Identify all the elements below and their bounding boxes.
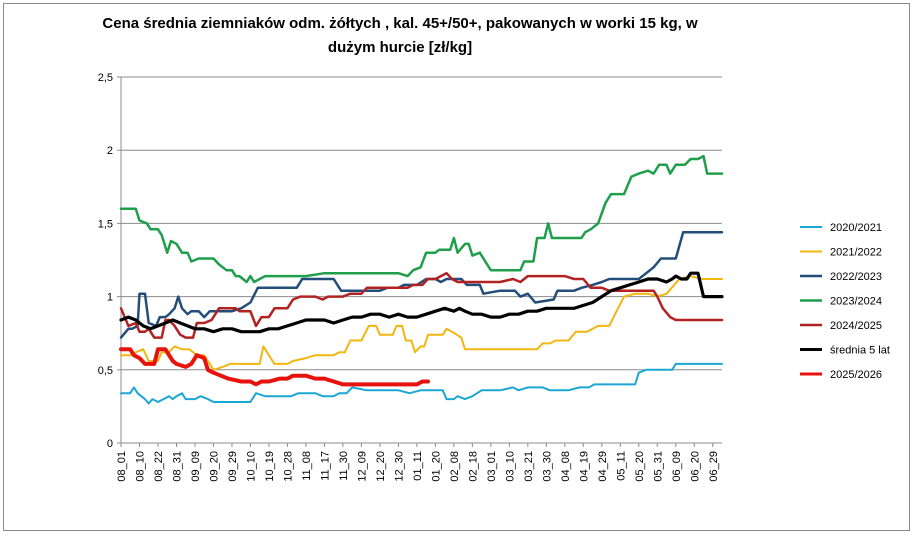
x-tick-label: 03_30: [541, 451, 553, 482]
x-tick-label: 12_20: [375, 451, 387, 482]
y-tick-label: 1,5: [98, 218, 113, 230]
y-tick-labels: 0 0,5 1 1,5 2 2,5: [98, 72, 113, 450]
legend: 2020/2021 2021/2022 2022/2023 2023/2024 2024…: [800, 222, 890, 381]
x-tick-label: 09_20: [208, 451, 220, 482]
x-tick-labels: 08_01 08_10 08_22 08_31 09_09 09_20 09_29 10_10…: [116, 451, 720, 482]
legend-label: 2022/2023: [830, 271, 882, 283]
x-tick-label: 08_10: [134, 451, 146, 482]
x-tick-label: 05_31: [652, 451, 664, 482]
x-tick-label: 01_20: [430, 451, 442, 482]
x-tick-label: 05_20: [634, 451, 646, 482]
legend-label: 2023/2024: [830, 296, 882, 308]
legend-label: 2024/2025: [830, 320, 882, 332]
chart-title: Cena średnia ziemniaków odm. żółtych , k…: [102, 15, 698, 56]
x-tick-label: 06_09: [671, 451, 683, 482]
x-tick-label: 03_10: [504, 451, 516, 482]
legend-label: 2020/2021: [830, 222, 882, 234]
x-tick-label: 08_01: [116, 451, 128, 482]
x-tick-label: 09_29: [227, 451, 239, 482]
x-tick-label: 04_08: [560, 451, 572, 482]
x-tick-label: 02_18: [467, 451, 479, 482]
x-tick-label: 01_11: [412, 451, 424, 481]
x-tick-label: 06_20: [689, 451, 701, 482]
series-lines: [119, 154, 724, 405]
axes: [117, 76, 722, 447]
x-tick-label: 08_22: [153, 451, 165, 482]
legend-label: średnia 5 lat: [830, 345, 890, 357]
y-tick-label: 0,5: [98, 365, 113, 377]
x-tick-label: 03_21: [523, 451, 535, 482]
y-tick-label: 1: [107, 292, 113, 304]
x-tick-label: 11_08: [301, 451, 313, 481]
series-line-2020-2021: [120, 362, 723, 405]
x-tick-label: 10_10: [245, 451, 257, 482]
series-line-2025-2026: [119, 347, 430, 387]
series-line-2024-2025: [119, 271, 724, 339]
x-tick-label: 10_28: [282, 451, 294, 482]
x-tick-label: 09_09: [190, 451, 202, 482]
x-tick-label: 04_19: [578, 451, 590, 482]
y-tick-label: 2: [107, 145, 113, 157]
gridlines: [121, 76, 722, 371]
legend-label: 2025/2026: [830, 369, 882, 381]
x-tick-label: 11_17: [319, 451, 331, 481]
series-line--rednia-5-lat: [119, 271, 724, 334]
x-tick-label: 06_29: [708, 451, 720, 482]
x-tick-label: 05_11: [615, 451, 627, 481]
legend-label: 2021/2022: [830, 247, 882, 259]
y-tick-label: 2,5: [98, 72, 113, 84]
x-tick-label: 02_08: [449, 451, 461, 482]
y-tick-label: 0: [107, 438, 113, 450]
series-line-2022-2023: [119, 230, 724, 339]
x-tick-label: 10_19: [264, 451, 276, 482]
x-tick-label: 08_31: [171, 451, 183, 482]
x-tick-label: 12_30: [393, 451, 405, 482]
x-tick-label: 11_30: [338, 451, 350, 481]
x-tick-label: 03_01: [486, 451, 498, 482]
series-line-2023-2024: [119, 154, 724, 284]
x-tick-label: 04_29: [597, 451, 609, 482]
x-tick-label: 12_09: [356, 451, 368, 482]
